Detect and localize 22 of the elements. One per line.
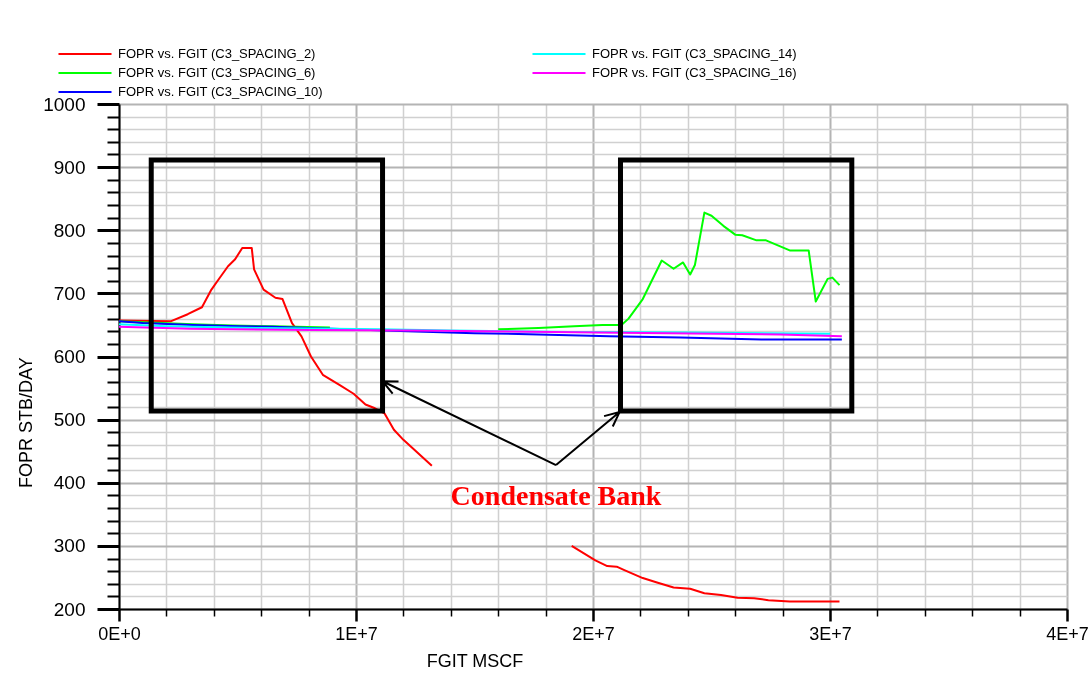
x-tick-label: 4E+7 — [1046, 623, 1089, 644]
legend-label: FOPR vs. FGIT (C3_SPACING_10) — [118, 84, 323, 99]
y-tick-label: 900 — [53, 156, 86, 178]
x-tick-label: 1E+7 — [335, 623, 378, 644]
y-tick-label: 400 — [53, 472, 86, 494]
y-tick-label: 500 — [53, 409, 86, 431]
legend-label: FOPR vs. FGIT (C3_SPACING_6) — [118, 65, 316, 80]
y-tick-label: 300 — [53, 535, 86, 557]
y-tick-label: 600 — [53, 346, 86, 367]
y-tick-label: 200 — [53, 598, 86, 620]
x-tick-label: 2E+7 — [572, 623, 615, 644]
annotation: Condensate Bank — [450, 479, 662, 511]
y-tick-label: 1000 — [43, 93, 86, 115]
y-tick-label: 800 — [53, 219, 86, 241]
legend-label: FOPR vs. FGIT (C3_SPACING_14) — [592, 46, 797, 61]
legend-label: FOPR vs. FGIT (C3_SPACING_16) — [592, 65, 797, 80]
legend-label: FOPR vs. FGIT (C3_SPACING_2) — [118, 46, 316, 61]
y-axis-title: FOPR STB/DAY — [15, 357, 36, 488]
x-tick-label: 0E+0 — [98, 623, 141, 644]
y-tick-label: 700 — [53, 282, 86, 304]
x-tick-label: 3E+7 — [809, 623, 852, 644]
x-axis-title: FGIT MSCF — [426, 650, 524, 671]
